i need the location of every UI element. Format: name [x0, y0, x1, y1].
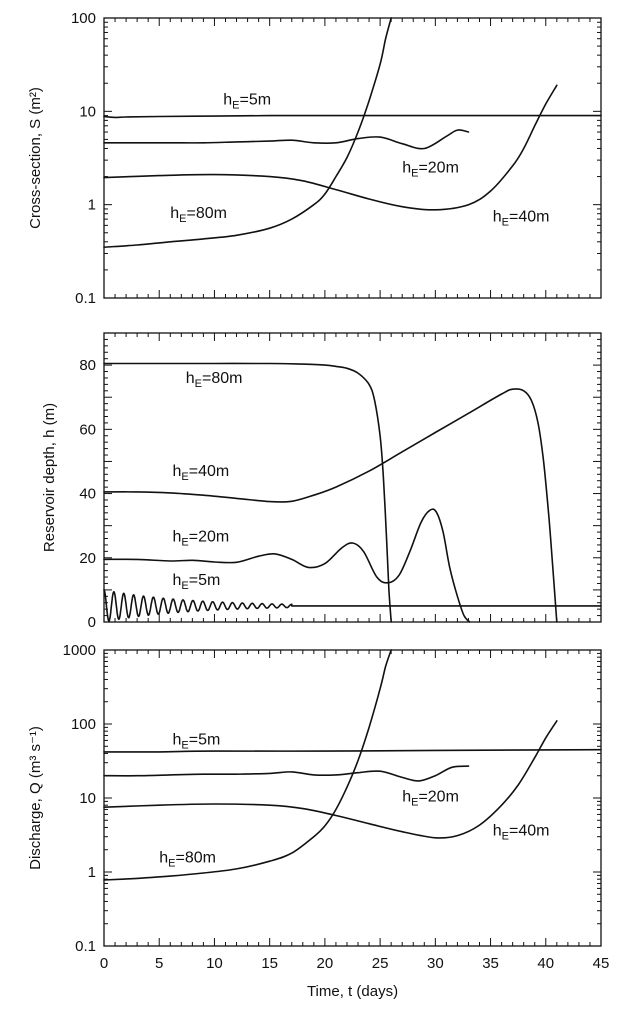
y-axis-label: Reservoir depth, h (m) [41, 403, 58, 552]
series-line-he-40m [103, 388, 558, 623]
y-tick-label: 100 [71, 10, 96, 27]
series-line-he-80m [103, 17, 392, 248]
series-label-he-40m: hE=40m [172, 463, 229, 483]
series-label-he-5m: hE=5m [172, 731, 220, 751]
y-tick-label: 60 [79, 421, 96, 438]
y-tick-label: 0.1 [75, 938, 96, 955]
x-tick-label: 15 [261, 955, 278, 972]
plot-frame [103, 649, 602, 947]
x-tick-label: 40 [537, 955, 554, 972]
series-line-he-20m [103, 765, 470, 782]
x-tick-label: 5 [155, 955, 163, 972]
y-tick-label: 10 [79, 790, 96, 807]
series-line-he-40m [103, 720, 558, 839]
y-tick-label: 0 [88, 614, 96, 631]
series-label-he-20m: hE=20m [402, 160, 459, 180]
series-label-he-40m: hE=40m [493, 209, 550, 229]
y-tick-label: 40 [79, 486, 96, 503]
series-label-he-5m: hE=5m [172, 572, 220, 592]
series-label-he-80m: hE=80m [159, 849, 216, 869]
series-line-he-5m [103, 748, 602, 753]
y-axis-label: Cross-section, S (m²) [27, 87, 44, 229]
series-label-he-80m: hE=80m [186, 370, 243, 390]
x-tick-label: 25 [372, 955, 389, 972]
series-label-he-40m: hE=40m [493, 823, 550, 843]
series-line-he-40m [103, 84, 558, 211]
y-axis-label: Discharge, Q (m³ s⁻¹) [27, 726, 44, 870]
series-label-he-20m: hE=20m [172, 529, 229, 549]
y-tick-label: 100 [71, 716, 96, 733]
series-label-he-80m: hE=80m [170, 205, 227, 225]
y-tick-label: 0.1 [75, 290, 96, 307]
x-tick-label: 35 [482, 955, 499, 972]
series-line-he-5m [103, 114, 602, 119]
x-tick-label: 0 [100, 955, 108, 972]
series-line-he-80m [103, 649, 392, 881]
y-tick-label: 10 [79, 103, 96, 120]
series-label-he-20m: hE=20m [402, 788, 459, 808]
x-tick-label: 30 [427, 955, 444, 972]
series-line-he-80m [103, 362, 392, 623]
x-tick-label: 20 [317, 955, 334, 972]
y-tick-label: 1000 [63, 642, 96, 659]
panel-cross-section: 0.1 1 10 100 Cross-section, S (m²) hE=5m hE=20… [27, 10, 602, 307]
plot-frame [103, 332, 602, 623]
y-tick-label: 1 [88, 197, 96, 214]
series-line-he-5m [103, 589, 602, 622]
series-line-he-20m [103, 129, 470, 150]
y-tick-label: 20 [79, 550, 96, 567]
y-tick-label: 1 [88, 864, 96, 881]
panel-discharge: 0.1 1 10 100 1000 0 5 10 15 20 25 30 35 40 45 Discharge… [27, 642, 609, 1000]
panel-reservoir-depth: 0 20 40 60 80 Reservoir depth, h (m) hE=80m hE=… [41, 332, 602, 631]
series-label-he-5m: hE=5m [223, 92, 271, 112]
x-axis-label: Time, t (days) [307, 983, 398, 1000]
plot-frame [103, 17, 602, 299]
series-line-he-20m [103, 508, 471, 623]
x-tick-label: 10 [206, 955, 223, 972]
y-tick-label: 80 [79, 357, 96, 374]
x-tick-label: 45 [593, 955, 610, 972]
